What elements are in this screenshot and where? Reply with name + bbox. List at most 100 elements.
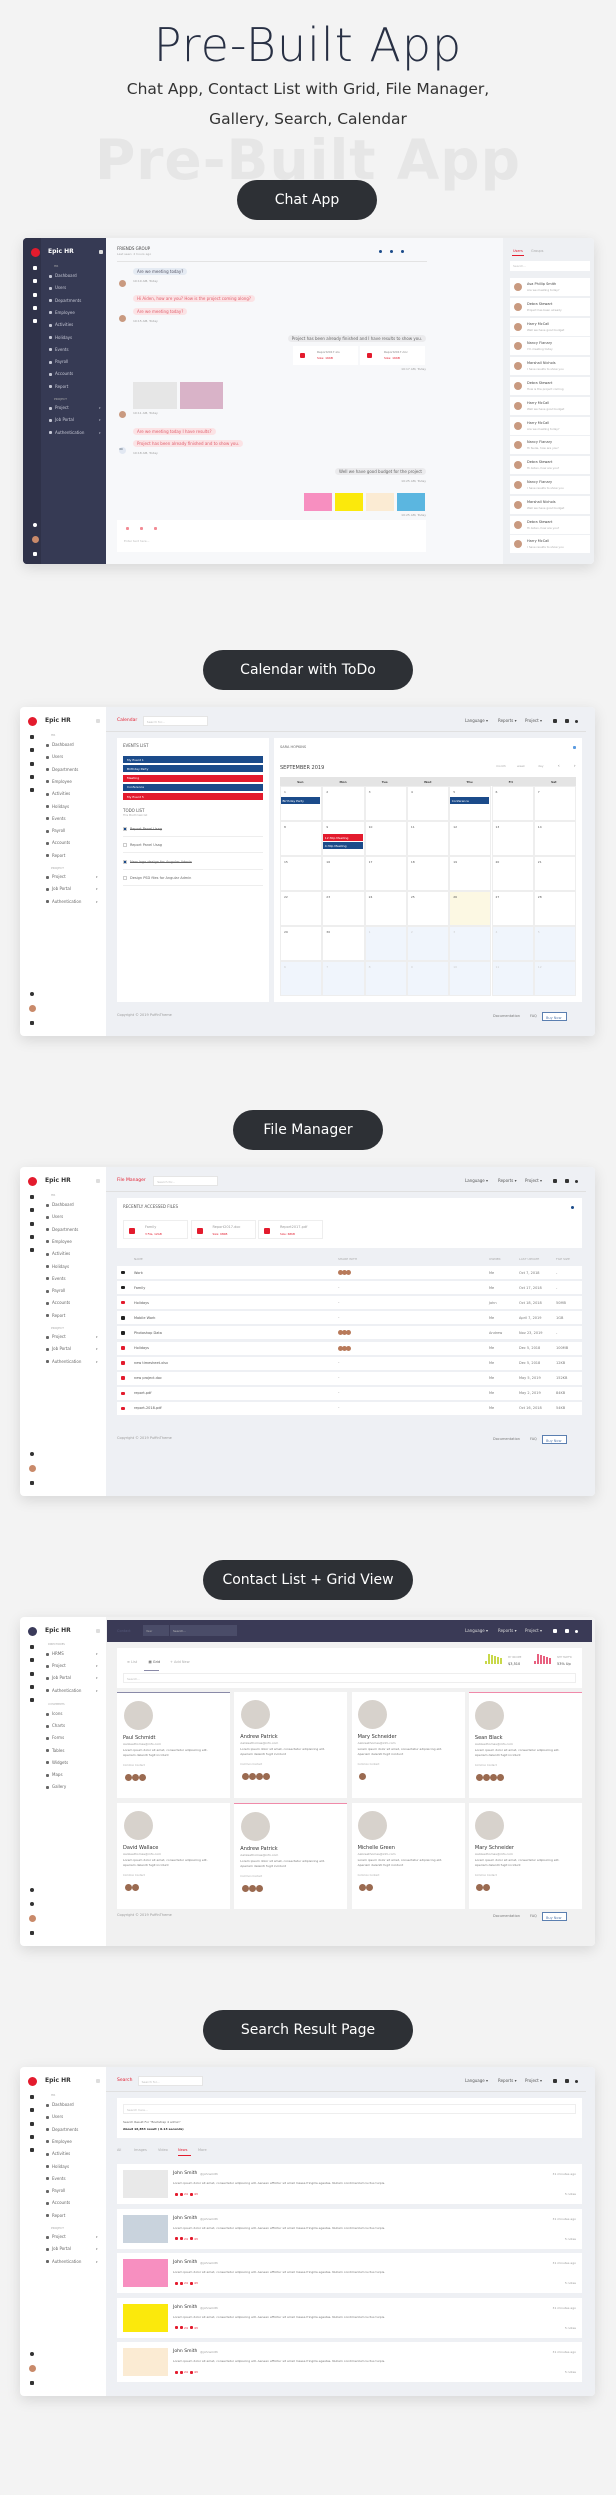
- calendar-day[interactable]: 13: [491, 821, 534, 856]
- sidebar-item-events[interactable]: Events: [52, 1275, 66, 1281]
- tab-grid[interactable]: ▦ Grid: [148, 1660, 161, 1664]
- contact-card[interactable]: Michelle Green Aalizeethomas@info.com Lore…: [351, 1803, 465, 1909]
- chat-image[interactable]: [397, 493, 425, 511]
- tab-more[interactable]: More: [198, 2148, 207, 2152]
- sidebar-item-activities[interactable]: Activities: [52, 1251, 71, 1257]
- file-row[interactable]: Holidays - John Oct 18, 2018 50MB: [117, 1296, 582, 1310]
- sidebar-item-departments[interactable]: Departments: [52, 766, 79, 772]
- sidebar-item-users[interactable]: Users: [52, 1214, 64, 1220]
- buy-now-button[interactable]: Buy Now: [542, 1435, 567, 1444]
- reports-menu[interactable]: Reports ▾: [498, 2078, 517, 2083]
- sidebar-item-departments[interactable]: Departments: [52, 2126, 79, 2132]
- calendar-day[interactable]: 4: [406, 786, 450, 821]
- project-menu[interactable]: Project ▾: [525, 1628, 542, 1633]
- sidebar-item-dashboard[interactable]: Dashboard: [55, 273, 77, 278]
- next-button[interactable]: ›: [574, 763, 576, 768]
- search-result-item[interactable]: John Smith @johnsmith Lorem ipsum dolor si…: [117, 2164, 582, 2204]
- buy-now-button[interactable]: Buy Now: [542, 1912, 567, 1921]
- calendar-day[interactable]: 10: [449, 961, 492, 996]
- calendar-day[interactable]: 21: [533, 856, 577, 891]
- reports-menu[interactable]: Reports ▾: [498, 718, 517, 723]
- documentation-link[interactable]: Documentation: [493, 1914, 520, 1918]
- todo-checkbox[interactable]: [123, 859, 127, 864]
- sidebar-item-job-portal[interactable]: Job Portal: [52, 1675, 71, 1681]
- calendar-day[interactable]: 24: [364, 891, 407, 926]
- event-item[interactable]: Birthday Party: [123, 765, 263, 773]
- sidebar-item-job-portal[interactable]: Job Portal: [55, 417, 74, 423]
- sidebar-item-project[interactable]: Project: [52, 2234, 66, 2239]
- sidebar-item-holidays[interactable]: Holidays: [52, 1263, 70, 1269]
- sidebar-item-job-portal[interactable]: Job Portal: [52, 886, 71, 892]
- user-list-item[interactable]: Nancy Flanary I have results to show you: [510, 476, 590, 494]
- faq-link[interactable]: FAQ: [530, 1914, 537, 1918]
- user-list-item[interactable]: Debra Stewart Project has been already: [510, 297, 590, 316]
- calendar-day[interactable]: 19: [449, 856, 492, 891]
- user-list-item[interactable]: Debra Stewart How is the project coming: [510, 377, 590, 395]
- file-row[interactable]: Holidays Me Dec 5, 2018 100MB: [117, 1341, 582, 1355]
- sidebar-item-users[interactable]: Users: [52, 754, 64, 760]
- todo-checkbox[interactable]: [123, 827, 127, 831]
- sidebar-item-project[interactable]: Project: [52, 1334, 66, 1339]
- calendar-day[interactable]: 14: [533, 821, 577, 856]
- user-list-item[interactable]: Ava Phillip Smith Are we meeting today?: [510, 278, 590, 296]
- sidebar-item-accounts[interactable]: Accounts: [52, 1300, 71, 1306]
- event-item[interactable]: Conference: [123, 783, 263, 791]
- message-input[interactable]: Enter text here...: [117, 520, 426, 552]
- sidebar-item-events[interactable]: Events: [55, 346, 69, 352]
- recent-file-card[interactable]: Report2017.doc Size: 68KB: [190, 1220, 256, 1239]
- calendar-day[interactable]: 27: [491, 891, 534, 926]
- calendar-day[interactable]: 6: [491, 786, 534, 821]
- sidebar-item-report[interactable]: Report: [52, 2212, 66, 2218]
- calendar-day[interactable]: 12: [533, 961, 577, 996]
- chat-image[interactable]: [366, 493, 394, 511]
- sidebar-item-authentication[interactable]: Authentication: [52, 1687, 82, 1693]
- calendar-event[interactable]: 4:30p Meeting: [323, 842, 363, 849]
- sidebar-item-payroll[interactable]: Payroll: [55, 359, 69, 365]
- project-menu[interactable]: Project ▾: [525, 2078, 542, 2083]
- sidebar-item-payroll[interactable]: Payroll: [52, 2188, 66, 2194]
- search-input[interactable]: Search for...: [137, 2076, 203, 2086]
- language-menu[interactable]: Language ▾: [465, 2078, 489, 2083]
- language-menu[interactable]: Language ▾: [465, 1628, 489, 1633]
- user-search-input[interactable]: Search...: [510, 261, 590, 271]
- reports-menu[interactable]: Reports ▾: [498, 1178, 517, 1183]
- sidebar-item-departments[interactable]: Departments: [55, 297, 82, 303]
- file-row[interactable]: Family - Me Oct 17, 2018 -: [117, 1281, 582, 1295]
- tab-add-new[interactable]: + Add New: [170, 1660, 190, 1664]
- calendar-day[interactable]: 25: [406, 891, 450, 926]
- recent-file-card[interactable]: Family 3 File, 12GB: [123, 1220, 188, 1239]
- view-month[interactable]: month: [496, 764, 506, 768]
- contact-card[interactable]: Andrew Patrick Aalizeethomas@info.com Lore…: [234, 1692, 348, 1798]
- chat-image[interactable]: [180, 382, 223, 409]
- calendar-day[interactable]: 8: [364, 961, 407, 996]
- search-result-item[interactable]: John Smith @johnsmith Lorem ipsum dolor si…: [117, 2297, 582, 2338]
- sidebar-item-accounts[interactable]: Accounts: [52, 2200, 71, 2206]
- todo-checkbox[interactable]: [123, 876, 127, 881]
- sidebar-item-activities[interactable]: Activities: [52, 791, 71, 797]
- sidebar-item-employee[interactable]: Employee: [52, 1238, 72, 1244]
- calendar-day[interactable]: 29: [280, 926, 323, 961]
- file-row[interactable]: Work Me Oct 7, 2018 -: [117, 1266, 582, 1279]
- calendar-day[interactable]: 11: [406, 821, 450, 856]
- sidebar-item-payroll[interactable]: Payroll: [52, 1288, 66, 1294]
- file-row[interactable]: report.pdf - Me May 2, 2019 84KB: [117, 1386, 582, 1400]
- prev-button[interactable]: ‹: [558, 763, 560, 768]
- calendar-day[interactable]: 5: [533, 926, 577, 961]
- sidebar-item-employee[interactable]: Employee: [55, 309, 75, 315]
- reports-menu[interactable]: Reports ▾: [498, 1628, 517, 1633]
- tab-groups[interactable]: Groups: [531, 249, 544, 253]
- sidebar-item-report[interactable]: Report: [52, 852, 66, 858]
- sidebar-item-charts[interactable]: Charts: [52, 1723, 66, 1729]
- tab-video[interactable]: Video: [158, 2148, 168, 2152]
- user-list-item[interactable]: Harry McCall I have results to show you: [510, 535, 590, 554]
- sidebar-item-holidays[interactable]: Holidays: [52, 2163, 70, 2169]
- sidebar-item-activities[interactable]: Activities: [55, 322, 74, 328]
- result-thumbnail[interactable]: [123, 2214, 168, 2243]
- view-week[interactable]: week: [517, 764, 525, 768]
- language-menu[interactable]: Language ▾: [465, 1178, 489, 1183]
- calendar-day[interactable]: 11: [491, 961, 534, 996]
- calendar-event[interactable]: Conference: [450, 797, 490, 804]
- sidebar-item-project[interactable]: Project: [55, 405, 69, 410]
- search-input[interactable]: Search for...: [153, 1176, 219, 1186]
- event-item[interactable]: My Event 1: [123, 756, 263, 763]
